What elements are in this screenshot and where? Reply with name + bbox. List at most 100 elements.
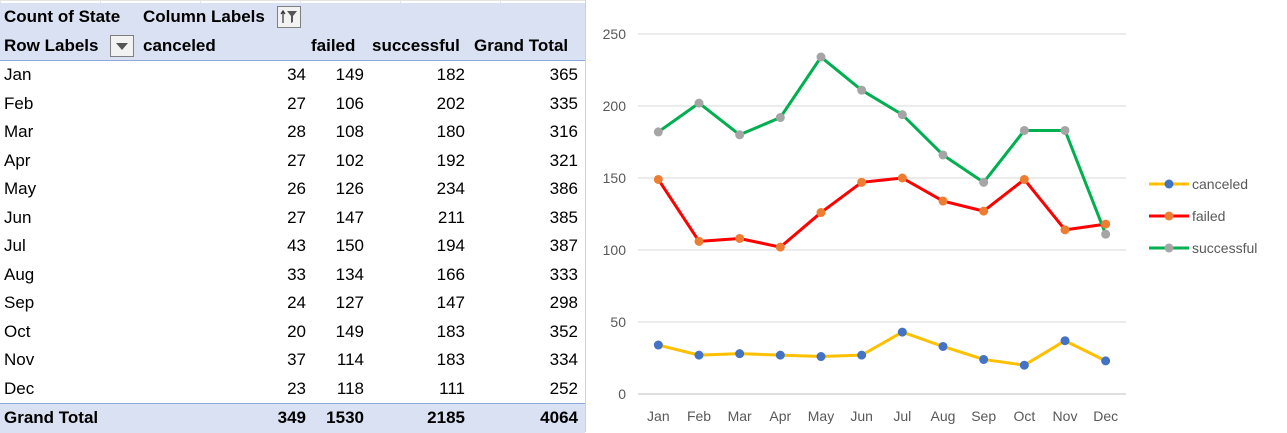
cell-grand-total[interactable]: 386 [549,179,578,198]
cell-canceled[interactable]: 33 [287,264,306,284]
pivot-corner-label[interactable]: Count of State [4,7,121,26]
cell-successful[interactable]: 166 [436,264,465,284]
column-filter-button[interactable] [277,6,301,28]
cell-successful[interactable]: 183 [436,321,465,341]
cell-canceled[interactable]: 20 [287,321,306,341]
data-point-canceled[interactable] [979,354,989,364]
data-point-canceled[interactable] [897,327,907,337]
column-header-canceled[interactable]: canceled [143,35,216,55]
cell-failed[interactable]: 149 [335,65,364,84]
cell-successful[interactable]: 180 [436,122,465,141]
data-point-successful[interactable] [897,110,907,120]
cell-canceled[interactable]: 37 [287,350,306,369]
series-line-failed[interactable] [657,176,1106,249]
cell-failed[interactable]: 147 [335,207,364,227]
cell-successful[interactable]: 211 [437,207,465,227]
grand-total-label[interactable]: Grand Total [4,408,99,427]
cell-failed[interactable]: 127 [335,293,364,312]
data-point-failed[interactable] [653,174,663,184]
cell-failed[interactable]: 134 [335,264,364,284]
cell-successful[interactable]: 194 [436,236,465,255]
data-point-failed[interactable] [1060,225,1070,235]
cell-failed[interactable]: 118 [336,378,364,398]
row-label-month[interactable]: Aug [4,264,35,284]
cell-failed[interactable]: 126 [335,179,364,198]
data-point-canceled[interactable] [1101,356,1111,366]
data-point-failed[interactable] [857,177,867,187]
data-point-successful[interactable] [735,130,745,140]
legend-item-successful[interactable]: successful [1149,240,1257,256]
data-point-successful[interactable] [857,85,867,95]
line-chart[interactable]: 0 50 100 150 200 250 Jan Feb Mar Apr May Jun Jul Aug… [585,0,1287,432]
data-point-failed[interactable] [897,173,907,183]
row-labels-dropdown-button[interactable] [110,34,134,57]
cell-grand-total[interactable]: 333 [549,264,578,284]
cell-grand-total[interactable]: 321 [549,150,578,170]
cell-failed[interactable]: 114 [336,350,364,369]
cell-canceled[interactable]: 27 [287,207,306,227]
data-point-canceled[interactable] [735,349,745,359]
grand-total-canceled[interactable]: 349 [277,408,306,427]
chart-legend[interactable]: canceled failed successful [1149,176,1257,256]
row-label-month[interactable]: Apr [4,150,31,170]
row-label-month[interactable]: Jun [4,207,32,227]
data-point-failed[interactable] [1019,174,1029,184]
grand-total-successful[interactable]: 2185 [427,408,465,427]
row-label-month[interactable]: Jul [4,236,26,255]
cell-successful[interactable]: 234 [436,179,465,198]
cell-failed[interactable]: 102 [335,150,364,170]
cell-successful[interactable]: 147 [436,293,465,312]
data-point-failed[interactable] [775,242,785,252]
row-label-month[interactable]: Sep [4,293,35,312]
data-point-failed[interactable] [735,233,745,243]
cell-grand-total[interactable]: 365 [549,65,578,84]
data-point-successful[interactable] [1060,125,1070,135]
cell-grand-total[interactable]: 385 [549,207,578,227]
data-point-successful[interactable] [653,127,663,137]
data-point-failed[interactable] [979,206,989,216]
data-point-failed[interactable] [1101,219,1111,229]
data-point-canceled[interactable] [857,350,867,360]
row-label-month[interactable]: Mar [4,122,34,141]
cell-canceled[interactable]: 43 [287,236,306,255]
column-header-successful[interactable]: successful [372,35,460,55]
data-point-successful[interactable] [938,150,948,160]
data-point-successful[interactable] [816,52,826,62]
data-point-failed[interactable] [694,236,704,246]
data-point-successful[interactable] [775,113,785,123]
cell-canceled[interactable]: 28 [287,122,306,141]
cell-successful[interactable]: 202 [436,93,465,113]
cell-grand-total[interactable]: 335 [549,93,578,113]
grand-total-failed[interactable]: 1530 [326,408,364,427]
row-label-month[interactable]: Jan [4,65,32,84]
data-point-canceled[interactable] [816,352,826,362]
column-labels-header[interactable]: Column Labels [143,7,265,26]
data-point-canceled[interactable] [938,341,948,351]
row-label-month[interactable]: Feb [4,93,34,113]
cell-canceled[interactable]: 27 [287,93,306,113]
cell-canceled[interactable]: 24 [287,293,306,312]
data-point-canceled[interactable] [653,340,663,350]
row-labels-header[interactable]: Row Labels [4,35,99,55]
data-point-successful[interactable] [1019,125,1029,135]
series-line-canceled[interactable] [657,330,1107,367]
cell-grand-total[interactable]: 316 [549,122,578,141]
data-point-failed[interactable] [938,196,948,206]
cell-canceled[interactable]: 27 [287,150,306,170]
grand-total-overall[interactable]: 4064 [540,408,578,427]
data-point-canceled[interactable] [1060,336,1070,346]
cell-grand-total[interactable]: 352 [549,321,578,341]
data-point-successful[interactable] [1101,229,1111,239]
legend-item-failed[interactable]: failed [1149,208,1225,224]
cell-failed[interactable]: 106 [335,93,364,113]
cell-canceled[interactable]: 26 [287,179,306,198]
data-point-canceled[interactable] [694,350,704,360]
row-label-month[interactable]: Nov [4,350,35,369]
legend-item-canceled[interactable]: canceled [1149,176,1248,192]
cell-canceled[interactable]: 23 [287,378,306,398]
data-point-failed[interactable] [816,208,826,218]
cell-canceled[interactable]: 34 [287,65,306,84]
data-point-successful[interactable] [694,98,704,108]
cell-grand-total[interactable]: 298 [549,293,578,312]
row-label-month[interactable]: May [4,179,37,198]
